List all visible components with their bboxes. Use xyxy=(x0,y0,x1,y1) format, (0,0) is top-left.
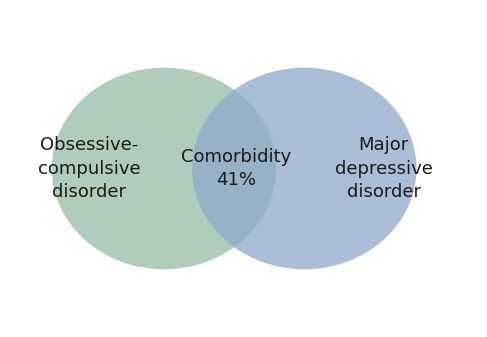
Text: Comorbidity
41%: Comorbidity 41% xyxy=(181,148,292,189)
Text: Obsessive-
compulsive
disorder: Obsessive- compulsive disorder xyxy=(38,136,141,201)
Ellipse shape xyxy=(52,68,276,269)
Text: Major
depressive
disorder: Major depressive disorder xyxy=(335,136,432,201)
Ellipse shape xyxy=(192,68,416,269)
